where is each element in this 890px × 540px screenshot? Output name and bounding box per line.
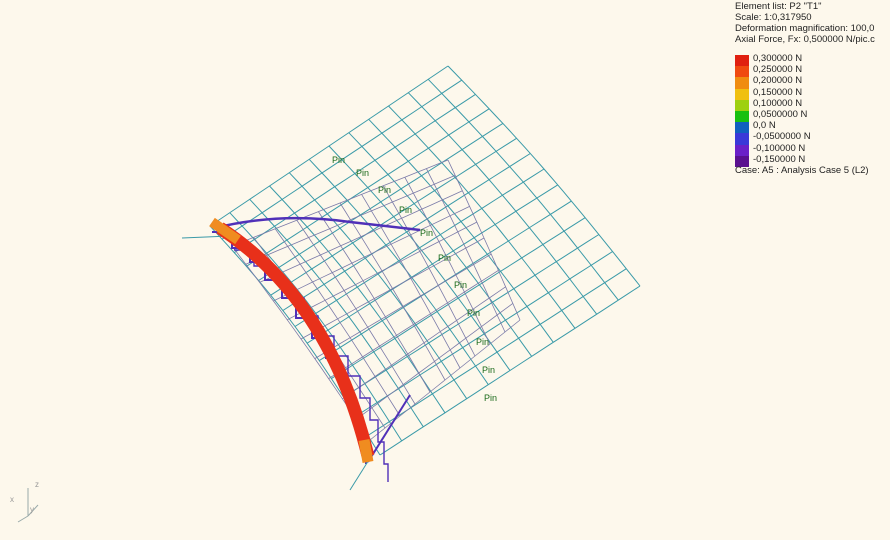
mesh-inner-line-v [231,159,449,247]
legend-swatch [735,110,749,123]
legend-swatch [735,66,749,78]
mesh-line-v [246,108,490,267]
legend-label: 0,300000 N [753,53,803,64]
mesh-line-v [209,65,449,227]
deformed-top-edge [214,216,421,232]
legend-label: 0,100000 N [753,97,803,109]
mesh-inner-line-v [342,286,506,400]
legend-label: 0,0500000 N [753,108,808,120]
beam-end-bottom [358,439,374,463]
pin-label: Pin [454,280,467,290]
mesh-inner-line-v [300,237,485,340]
beam-axial-force [209,217,375,463]
mesh-line-u [249,198,424,428]
mesh-line-v [221,79,462,240]
mesh-inner-line-v [259,190,463,283]
mesh-line-v [379,285,641,456]
mesh-line-v [355,251,613,417]
mesh-line-u [288,172,468,399]
legend-swatch [735,155,749,167]
mesh-line-u [427,78,619,301]
legend-label: 0,0 N [753,120,776,132]
legend-label: -0,150000 N [753,153,806,165]
element-list-text: Element list: P2 "T1" [735,1,822,12]
beam-end-top [209,217,241,245]
pin-label: Pin [467,308,480,318]
mesh-line-v [294,168,545,327]
mesh-line-v [343,234,600,398]
mesh-inner-line-v [314,253,492,359]
undeformed-mesh [209,65,641,456]
deformed-staircase [212,231,367,464]
mesh-line-v [234,93,476,254]
mesh-line-u [447,65,641,287]
legend-swatch [735,99,749,111]
mesh-line-u [368,118,554,343]
legend-label: 0,250000 N [753,64,803,76]
pin-label: Pin [356,168,369,178]
beam-body [216,222,375,458]
legend-label: -0,100000 N [753,142,806,154]
mesh-inner-line-v [287,221,477,321]
mesh-line-v [282,153,531,311]
pin-label: Pin [420,228,433,238]
axis-x-label: x [10,495,14,504]
legend-label: 0,200000 N [753,75,803,87]
pin-label: Pin [332,155,345,165]
deformation-text: Deformation magnification: 100,0 [735,23,875,34]
pin-supports: Pin Pin Pin Pin Pin Pin Pin Pin Pin Pin Pin [332,155,497,403]
legend-label: 0,150000 N [753,86,803,98]
legend-swatch [735,88,749,100]
legend-swatch [735,122,749,134]
axial-force-text: Axial Force, Fx: 0,500000 N/pic.c [735,34,875,45]
legend-swatch [735,77,749,89]
pin-label: Pin [378,185,391,195]
pin-label: Pin [399,205,412,215]
mesh-inner-line-v [245,175,456,265]
mesh-inner-line-v [328,270,499,379]
case-label: Case: A5 : Analysis Case 5 (L2) [735,165,869,176]
axis-triad-icon: x y z [10,480,39,523]
mesh-line-v [306,184,558,344]
mesh-line-v [270,137,517,296]
deformed-edge-segment [367,394,411,463]
scale-text: Scale: 1:0,317950 [735,12,812,23]
pin-label: Pin [476,337,489,347]
info-panel: Element list: P2 "T1" Scale: 1:0,317950 … [735,1,890,45]
pin-label: Pin [482,365,495,375]
pin-label: Pin [484,393,497,403]
mesh-line-v [331,217,586,380]
legend-swatch [735,55,749,67]
mesh-inner-line-v [355,303,514,420]
legend-label: -0,0500000 N [753,131,811,143]
legend-swatch [735,144,749,156]
axis-y-label: y [30,505,34,514]
mesh-line-v [258,122,504,281]
legend-swatch [735,133,749,145]
mesh-inner-line-v [273,206,470,302]
axis-z-label: z [35,480,39,489]
pin-label: Pin [438,253,451,263]
